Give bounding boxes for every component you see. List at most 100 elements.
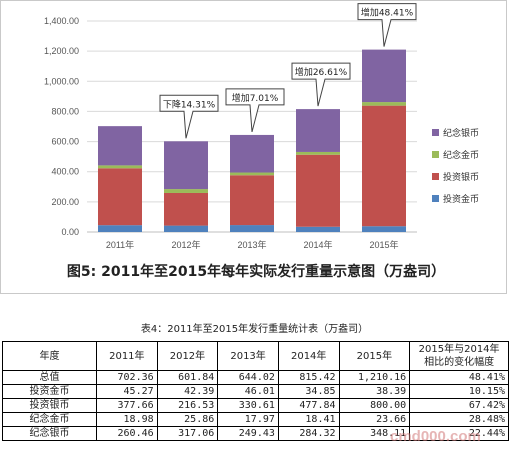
callout-label: 下降14.31%	[163, 98, 216, 110]
bar-segment	[230, 134, 274, 173]
y-tick-label: 200.00	[51, 197, 79, 207]
legend-label: 纪念金币	[443, 149, 479, 161]
header-2012: 2012年	[156, 341, 219, 371]
row-label: 总值	[1, 370, 98, 385]
bar-segment	[98, 168, 142, 226]
bar-segment	[296, 109, 340, 152]
header-year: 年度	[1, 341, 98, 371]
callout-box	[159, 94, 219, 139]
y-tick-label: 0.00	[61, 227, 79, 237]
table-cell: 34.85	[277, 384, 340, 399]
header-change-line2: 相比的变化幅度	[424, 357, 495, 368]
watermark: cmd000.com	[390, 428, 481, 445]
bar-segment	[296, 154, 340, 227]
table-cell: 18.41	[277, 412, 340, 427]
table-cell: 25.86	[156, 412, 219, 427]
y-tick-label: 1,400.00	[44, 16, 79, 26]
legend-label: 投资银币	[443, 171, 479, 183]
table-cell: 317.06	[156, 426, 219, 441]
legend-label: 投资金币	[443, 193, 479, 205]
table-body: 总值 702.36 601.84 644.02 815.42 1,210.16 48.41%…	[1, 370, 509, 441]
callout-label: 增加7.01%	[232, 92, 279, 104]
table-cell: 67.42%	[409, 398, 509, 413]
callout: 下降14.31%	[159, 94, 219, 139]
bar-segment	[296, 226, 340, 232]
stacked-bar-chart: 0.00 200.00 400.00 600.00 800.00 1,000.00 1,20…	[44, 3, 479, 280]
x-tick-label: 2013年	[237, 239, 266, 250]
bar-segment	[98, 225, 142, 232]
callout-box	[291, 62, 351, 107]
table-cell: 377.66	[96, 398, 158, 413]
bar-segment	[164, 192, 208, 226]
x-tick-label: 2012年	[171, 239, 200, 250]
row-label: 投资金币	[1, 384, 98, 399]
legend-item: 投资银币	[432, 171, 479, 183]
y-axis-ticks: 0.00 200.00 400.00 600.00 800.00 1,000.00 1,20…	[44, 16, 79, 237]
x-tick-label: 2011年	[106, 239, 134, 250]
legend-item: 纪念金币	[432, 149, 479, 161]
y-tick-label: 1,200.00	[44, 46, 79, 56]
header-2013: 2013年	[217, 341, 279, 371]
callout: 增加26.61%	[291, 62, 351, 107]
table-cell: 330.61	[217, 398, 279, 413]
table-caption: 表4：2011年至2015年发行重量统计表（万盎司）	[140, 324, 369, 335]
y-tick-label: 400.00	[51, 167, 79, 177]
table-cell: 46.01	[217, 384, 279, 399]
bar-segment	[362, 49, 406, 103]
chart-title: 图5: 2011年至2015年每年实际发行重量示意图（万盎司）	[67, 263, 445, 280]
bar-segment	[164, 141, 208, 190]
table-row: 纪念银币 260.46 317.06 249.43 284.32 348.11 22.44%	[1, 426, 509, 441]
legend-swatch	[432, 195, 439, 202]
table-cell: 815.42	[277, 370, 340, 385]
y-tick-label: 600.00	[51, 137, 79, 147]
table-cell: 23.66	[338, 412, 411, 427]
row-label: 纪念金币	[1, 412, 98, 427]
bar-segment	[164, 189, 208, 193]
table-row: 投资银币 377.66 216.53 330.61 477.84 800.00 67.42%	[1, 398, 509, 413]
table-cell: 17.97	[217, 412, 279, 427]
bar-segment	[98, 126, 142, 166]
callout-label: 增加26.61%	[295, 66, 348, 78]
table-cell: 477.84	[277, 398, 340, 413]
table-cell: 260.46	[96, 426, 158, 441]
x-tick-label: 2014年	[303, 239, 332, 250]
bars	[98, 49, 406, 232]
callout-label: 增加48.41%	[361, 7, 414, 19]
table-cell: 284.32	[277, 426, 340, 441]
header-2015: 2015年	[338, 341, 411, 371]
chart-panel: 0.00 200.00 400.00 600.00 800.00 1,000.00 1,20…	[0, 0, 507, 294]
y-tick-label: 800.00	[51, 106, 79, 116]
table-row: 总值 702.36 601.84 644.02 815.42 1,210.16 48.41%	[1, 370, 509, 385]
legend-swatch	[432, 173, 439, 180]
table-cell: 45.27	[96, 384, 158, 399]
table-cell: 38.39	[338, 384, 411, 399]
table-cell: 1,210.16	[338, 370, 411, 385]
row-label: 纪念银币	[1, 426, 98, 441]
table-cell: 800.00	[338, 398, 411, 413]
callout: 增加48.41%	[357, 3, 417, 47]
bar-segment	[362, 226, 406, 232]
bar-segment	[362, 105, 406, 227]
x-tick-label: 2015年	[369, 239, 398, 250]
callout-box	[357, 3, 417, 47]
bar-segment	[230, 175, 274, 226]
bar-segment	[296, 151, 340, 155]
table-cell: 702.36	[96, 370, 158, 385]
x-axis-labels: 2011年 2012年 2013年 2014年 2015年	[106, 239, 399, 250]
table-cell: 216.53	[156, 398, 219, 413]
bar-segment	[164, 225, 208, 232]
table-cell: 10.15%	[409, 384, 509, 399]
table-cell: 18.98	[96, 412, 158, 427]
bar-segment	[230, 225, 274, 232]
row-label: 投资银币	[1, 398, 98, 413]
table-cell: 48.41%	[409, 370, 509, 385]
stats-table: 年度 2011年 2012年 2013年 2014年 2015年 2015年与2…	[1, 341, 509, 441]
table-cell: 249.43	[217, 426, 279, 441]
header-2011: 2011年	[96, 341, 158, 371]
table-row: 纪念金币 18.98 25.86 17.97 18.41 23.66 28.48%	[1, 412, 509, 427]
callouts: 下降14.31% 增加7.01% 增加26.61% 增加48.41%	[159, 3, 417, 139]
table-row: 投资金币 45.27 42.39 46.01 34.85 38.39 10.15%	[1, 384, 509, 399]
table-cell: 42.39	[156, 384, 219, 399]
table-cell: 22.44%	[409, 426, 509, 441]
